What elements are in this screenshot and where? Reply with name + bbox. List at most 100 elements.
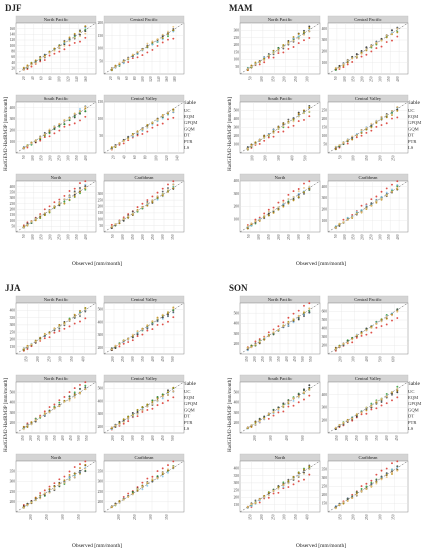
data-point-ptr bbox=[375, 122, 378, 124]
data-point-uc bbox=[391, 183, 393, 186]
data-point-uc bbox=[156, 323, 159, 326]
reference-line bbox=[15, 101, 97, 154]
x-tick-label: 250 bbox=[151, 234, 155, 240]
panel-central-valley: Central Valley 200 250 300 350 400 450 500 200 30… bbox=[98, 295, 185, 362]
data-point-uc bbox=[172, 37, 175, 40]
data-point-uc bbox=[258, 142, 261, 145]
data-point-ls bbox=[282, 45, 285, 48]
data-point-ls bbox=[118, 501, 121, 504]
data-point-ls bbox=[48, 411, 51, 414]
data-point-ls bbox=[172, 390, 175, 393]
data-point-uc bbox=[277, 201, 280, 204]
data-point-ptr bbox=[53, 485, 56, 488]
y-tick-label: 200 bbox=[322, 117, 328, 121]
data-point-ptr bbox=[79, 467, 81, 469]
data-point-ptr bbox=[308, 187, 311, 190]
data-point-dt bbox=[161, 190, 164, 193]
data-point-gpqm bbox=[68, 119, 71, 122]
y-tick-label: 200 bbox=[10, 500, 16, 504]
data-point-uc bbox=[151, 48, 154, 51]
panel-title: North Pacific bbox=[44, 297, 69, 302]
data-point-uc bbox=[396, 396, 399, 399]
data-point-ls bbox=[365, 488, 368, 490]
data-point-ptr bbox=[375, 401, 378, 404]
data-point-gqm bbox=[68, 476, 71, 479]
data-point-uc bbox=[136, 415, 139, 418]
y-tick-label: 200 bbox=[10, 338, 16, 342]
data-point-uc bbox=[380, 190, 383, 193]
data-point-ls bbox=[303, 472, 305, 475]
x-tick-label: 250 bbox=[121, 435, 125, 441]
data-point-gpqm bbox=[58, 125, 61, 128]
data-point-uc bbox=[156, 470, 159, 473]
data-point-ls bbox=[375, 322, 378, 325]
data-point-uc bbox=[375, 407, 378, 410]
data-point-ptr bbox=[110, 69, 113, 72]
y-tick-label: 600 bbox=[322, 310, 328, 314]
data-point-dt bbox=[282, 402, 285, 405]
data-point-ptr bbox=[63, 202, 66, 205]
data-point-ptr bbox=[297, 33, 300, 35]
data-point-dt bbox=[53, 127, 56, 130]
data-point-ls bbox=[391, 32, 393, 35]
data-point-ls bbox=[287, 42, 290, 45]
y-tick-label: 250 bbox=[234, 488, 240, 492]
data-point-ptr bbox=[375, 201, 378, 204]
x-tick-label: 300 bbox=[61, 514, 65, 520]
panel-title: Central Pacific bbox=[354, 17, 381, 22]
x-tick-label: 250 bbox=[121, 356, 125, 362]
data-point-uc bbox=[370, 198, 373, 201]
data-point-ls bbox=[370, 204, 373, 207]
data-point-eqm bbox=[79, 33, 81, 36]
data-point-ls bbox=[127, 337, 130, 340]
data-point-uc bbox=[254, 340, 257, 343]
data-point-ls bbox=[58, 47, 61, 50]
data-point-uc bbox=[391, 117, 393, 120]
data-point-uc bbox=[43, 410, 46, 413]
data-point-ls bbox=[43, 55, 46, 58]
y-tick-label: 400 bbox=[10, 185, 16, 189]
data-point-uc bbox=[58, 50, 61, 53]
data-point-ls bbox=[360, 211, 363, 213]
data-point-ls bbox=[338, 222, 341, 225]
data-point-ls bbox=[84, 467, 87, 470]
data-point-ptr bbox=[167, 32, 169, 35]
reference-line bbox=[239, 460, 321, 513]
legend-label-ptr: PTR bbox=[184, 420, 193, 425]
reference-line bbox=[327, 381, 409, 434]
data-point-ls bbox=[167, 188, 169, 191]
data-point-uc bbox=[167, 38, 169, 41]
data-point-ls bbox=[73, 36, 76, 39]
data-point-ls bbox=[342, 501, 345, 504]
y-axis-label: HadGEM2-HadRM3P [mm/month] bbox=[227, 378, 233, 452]
y-tick-label: 350 bbox=[10, 316, 16, 320]
data-point-ptr bbox=[370, 126, 373, 129]
data-point-ls bbox=[151, 199, 154, 202]
data-point-ls bbox=[73, 396, 76, 399]
data-point-ls bbox=[26, 145, 29, 147]
x-tick-label: 200 bbox=[361, 234, 365, 240]
data-point-ls bbox=[131, 53, 134, 56]
data-point-uc bbox=[303, 304, 305, 307]
data-point-ls bbox=[308, 30, 311, 33]
data-point-ls bbox=[385, 476, 388, 479]
data-point-ptr bbox=[172, 108, 175, 111]
y-tick-label: 200 bbox=[98, 425, 104, 429]
y-tick-label: 300 bbox=[234, 411, 240, 415]
data-point-ptr bbox=[272, 49, 275, 52]
data-point-dt bbox=[308, 311, 311, 314]
data-point-ls bbox=[131, 493, 134, 496]
data-point-gqm bbox=[385, 191, 388, 194]
legend-label-eqm: EQM bbox=[184, 114, 194, 119]
data-point-ls bbox=[355, 494, 358, 496]
data-point-dt bbox=[396, 465, 399, 468]
y-tick-label: 60 bbox=[11, 55, 15, 59]
data-point-ls bbox=[292, 120, 295, 123]
y-tick-label: 200 bbox=[98, 500, 104, 504]
data-point-dt bbox=[146, 327, 149, 330]
x-tick-label: 400 bbox=[290, 155, 294, 161]
data-point-gpqm bbox=[63, 483, 66, 485]
data-point-ptr bbox=[34, 496, 37, 499]
x-tick-label: 100 bbox=[250, 155, 254, 161]
data-point-ptr bbox=[22, 66, 25, 69]
